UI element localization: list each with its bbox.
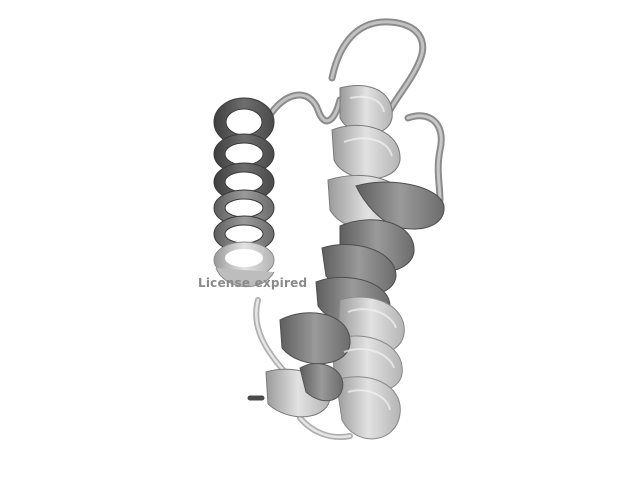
helix-right-upper [315,85,445,327]
helix-right-lower [265,296,405,440]
loop-connector [264,91,344,125]
loop-tubes [247,18,445,440]
helix-left [213,97,275,287]
ribbon-highlights [343,95,397,411]
license-watermark: License expired [198,276,308,290]
